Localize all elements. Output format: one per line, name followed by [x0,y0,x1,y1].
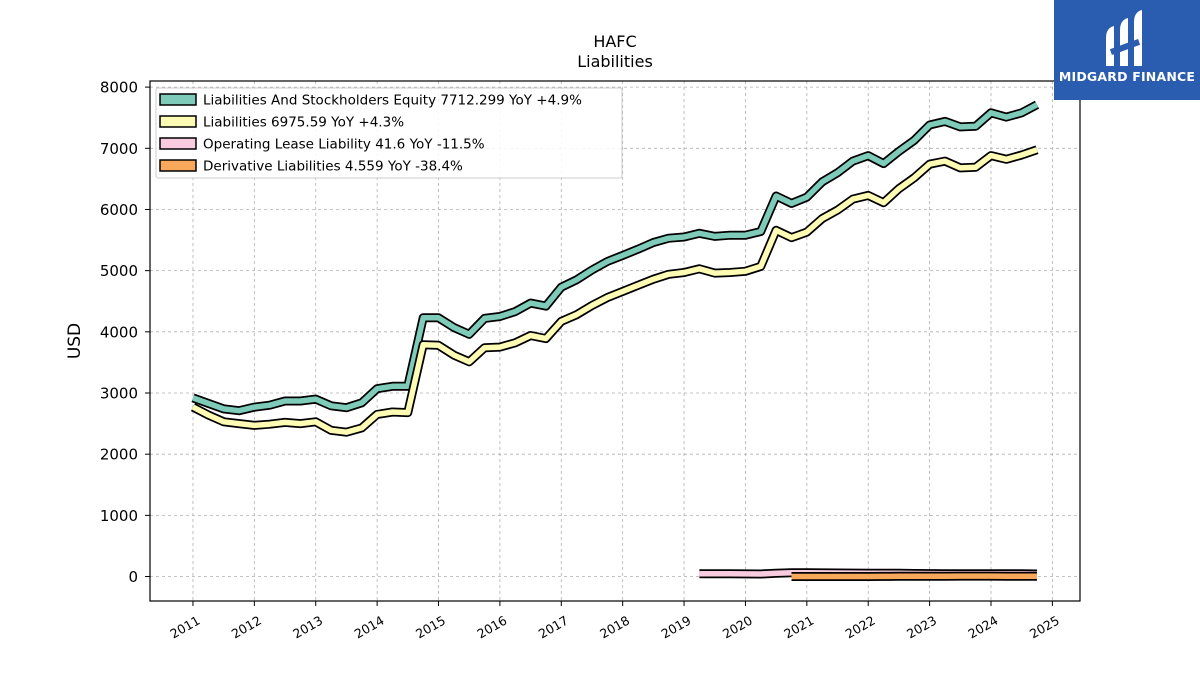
x-tick-label: 2012 [229,613,264,642]
y-tick-label: 6000 [100,201,138,219]
legend-label-liabilities: Liabilities 6975.59 YoY +4.3% [203,115,404,131]
legend-swatch-operating-lease-liability [159,137,197,150]
x-tick-label: 2015 [413,613,448,642]
midgard-logo-icon [1106,10,1142,66]
chart-title: HAFC [593,32,636,51]
y-tick-label: 3000 [100,385,138,403]
x-tick-label: 2021 [781,613,816,642]
y-tick-label: 4000 [100,323,138,341]
x-tick-label: 2025 [1027,613,1062,642]
brand-name: MIDGARD FINANCE [1058,69,1196,84]
y-axis-label: USD [65,323,85,359]
legend-swatch-liabilities-and-stockholders-equity [159,93,197,106]
legend-swatch-liabilities [159,115,197,128]
y-tick-label: 0 [128,568,138,586]
x-tick-label: 2016 [474,613,509,642]
y-tick-label: 8000 [100,79,138,97]
series-layer [190,100,1040,581]
x-tick-label: 2018 [597,613,632,642]
legend-label-operating-lease-liability: Operating Lease Liability 41.6 YoY -11.5… [203,137,485,153]
x-tick-label: 2024 [965,613,1000,642]
legend: Liabilities And Stockholders Equity 7712… [155,87,623,179]
y-tick-label: 1000 [100,507,138,525]
x-tick-label: 2022 [843,613,878,642]
y-tick-label: 7000 [100,140,138,158]
legend-label-liabilities-and-stockholders-equity: Liabilities And Stockholders Equity 7712… [203,93,582,109]
x-tick-label: 2017 [536,613,571,642]
legend-box [155,87,623,179]
legend-label-derivative-liabilities: Derivative Liabilities 4.559 YoY -38.4% [203,159,463,175]
series-outline-liabilities [190,145,1039,437]
chart-subtitle: Liabilities [577,52,653,71]
plot-frame [149,80,1081,602]
y-tick-label: 5000 [100,262,138,280]
series-line-liabilities [191,147,1038,435]
y-tick-label: 2000 [100,446,138,464]
x-tick-label: 2019 [659,613,694,642]
x-tick-label: 2013 [290,613,325,642]
x-tick-label: 2014 [352,613,387,642]
legend-swatch-derivative-liabilities [159,159,197,172]
x-tick-label: 2023 [904,613,939,642]
x-tick-label: 2020 [720,613,755,642]
series-line-liabilities-and-stockholders-equity [192,102,1039,414]
x-tick-label: 2011 [167,613,202,642]
